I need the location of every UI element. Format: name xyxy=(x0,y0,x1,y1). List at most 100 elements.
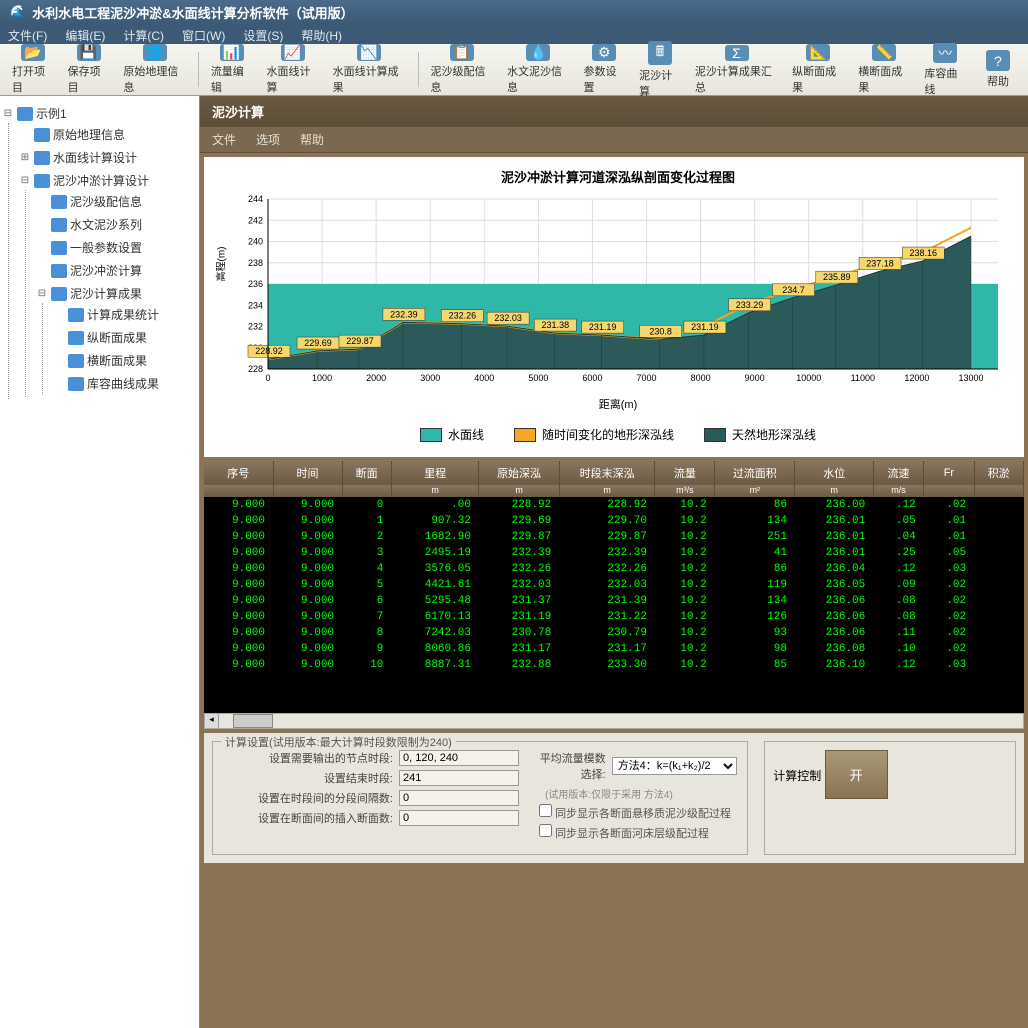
svg-text:232.39: 232.39 xyxy=(390,309,418,319)
folder-icon xyxy=(34,128,50,142)
col-header[interactable]: 时间 xyxy=(273,461,342,485)
avg-method-label: 平均流量模数选择: xyxy=(539,750,606,782)
end-period-label: 设置结束时段: xyxy=(223,770,393,786)
toolbar-水面线计算成果[interactable]: 📉水面线计算成果 xyxy=(327,48,412,91)
table-row[interactable]: 9.0009.00032495.19232.39232.3910.241236.… xyxy=(204,545,1024,561)
project-tree[interactable]: ⊟示例1 原始地理信息 ⊞水面线计算设计 ⊟泥沙冲淤计算设计泥沙级配信息水文泥沙系列一… xyxy=(0,96,200,1028)
水文泥沙信息-icon: 💧 xyxy=(526,44,550,61)
tree-item-一般参数设置[interactable]: 一般参数设置 xyxy=(36,238,197,257)
insert-sections-input[interactable] xyxy=(399,810,519,826)
库容曲线-icon: 〰 xyxy=(933,43,957,63)
table-row[interactable]: 9.0009.00021682.90229.87229.8710.2251236… xyxy=(204,529,1024,545)
toolbar-帮助[interactable]: ?帮助 xyxy=(974,48,1022,91)
tree-item-计算成果统计[interactable]: 计算成果统计 xyxy=(53,305,197,324)
col-header[interactable]: 水位 xyxy=(795,461,873,485)
tree-item-泥沙计算成果[interactable]: ⊟泥沙计算成果 xyxy=(36,284,197,303)
tree-item-水文泥沙系列[interactable]: 水文泥沙系列 xyxy=(36,215,197,234)
table-row[interactable]: 9.0009.00098060.86231.17231.1710.298236.… xyxy=(204,641,1024,657)
submenu-help[interactable]: 帮助 xyxy=(300,131,324,148)
tree-item-横断面成果[interactable]: 横断面成果 xyxy=(53,351,197,370)
tree-item-纵断面成果[interactable]: 纵断面成果 xyxy=(53,328,197,347)
submenu-options[interactable]: 选项 xyxy=(256,131,280,148)
horizontal-scrollbar[interactable]: ◂ xyxy=(204,713,1024,729)
menu-edit[interactable]: 编辑(E) xyxy=(65,27,105,41)
svg-text:231.19: 231.19 xyxy=(589,322,617,332)
col-header[interactable]: 序号 xyxy=(204,461,273,485)
水面线计算-icon: 📈 xyxy=(281,44,305,61)
col-header[interactable]: 流量 xyxy=(655,461,715,485)
menu-settings[interactable]: 设置(S) xyxy=(243,27,283,41)
svg-text:232.03: 232.03 xyxy=(494,313,522,323)
toolbar-泥沙计算[interactable]: 🖩泥沙计算 xyxy=(633,48,687,91)
sync-bed-checkbox[interactable] xyxy=(539,824,552,837)
legend-item: 随时间变化的地形深泓线 xyxy=(514,426,674,443)
toolbar-原始地理信息[interactable]: 🌐原始地理信息 xyxy=(117,48,192,91)
tree-item-库容曲线成果[interactable]: 库容曲线成果 xyxy=(53,374,197,393)
scroll-left-arrow[interactable]: ◂ xyxy=(205,714,219,728)
toolbar-打开项目[interactable]: 📂打开项目 xyxy=(6,48,60,91)
panel-title: 泥沙计算 xyxy=(200,96,1028,127)
expand-icon[interactable]: ⊟ xyxy=(2,108,14,119)
col-header[interactable]: 里程 xyxy=(391,461,479,485)
sync-suspended-checkbox[interactable] xyxy=(539,804,552,817)
content-area: 泥沙计算 文件 选项 帮助 泥沙冲淤计算河道深泓纵剖面变化过程图 高程(m) 2… xyxy=(200,96,1028,1028)
table-row[interactable]: 9.0009.000108887.31232.88233.3010.285236… xyxy=(204,657,1024,673)
scroll-thumb[interactable] xyxy=(233,714,273,728)
expand-icon[interactable]: ⊞ xyxy=(19,152,31,163)
toolbar-泥沙级配信息[interactable]: 📋泥沙级配信息 xyxy=(424,48,499,91)
col-header[interactable]: 积淤 xyxy=(974,461,1023,485)
svg-text:231.38: 231.38 xyxy=(542,320,570,330)
calc-control-group: 计算控制 开 xyxy=(764,741,1016,855)
menu-calc[interactable]: 计算(C) xyxy=(123,27,164,41)
interval-input[interactable] xyxy=(399,790,519,806)
submenu-file[interactable]: 文件 xyxy=(212,131,236,148)
toolbar-水文泥沙信息[interactable]: 💧水文泥沙信息 xyxy=(501,48,576,91)
menu-help[interactable]: 帮助(H) xyxy=(301,27,342,41)
menu-file[interactable]: 文件(F) xyxy=(8,27,47,41)
tree-item-水面线计算设计[interactable]: ⊞水面线计算设计 xyxy=(19,148,197,167)
output-nodes-input[interactable] xyxy=(399,750,519,766)
menu-window[interactable]: 窗口(W) xyxy=(182,27,225,41)
table-row[interactable]: 9.0009.00076170.13231.19231.2210.2126236… xyxy=(204,609,1024,625)
toolbar-横断面成果[interactable]: 📏横断面成果 xyxy=(852,48,916,91)
toolbar-泥沙计算成果汇总[interactable]: Σ泥沙计算成果汇总 xyxy=(689,48,784,91)
end-period-input[interactable] xyxy=(399,770,519,786)
expand-icon[interactable]: ⊟ xyxy=(19,175,31,186)
col-header[interactable]: 原始深泓 xyxy=(479,461,559,485)
toolbar-保存项目[interactable]: 💾保存项目 xyxy=(62,48,116,91)
folder-icon xyxy=(68,308,84,322)
col-header[interactable]: Fr xyxy=(924,461,974,485)
svg-text:228.92: 228.92 xyxy=(255,346,283,356)
expand-icon[interactable]: ⊟ xyxy=(36,288,48,299)
table-row[interactable]: 9.0009.00065295.48231.37231.3910.2134236… xyxy=(204,593,1024,609)
avg-method-select[interactable]: 方法4：k=(k₁+k₂)/2 xyxy=(612,757,738,775)
col-header[interactable]: 断面 xyxy=(342,461,391,485)
tree-item-原始地理信息[interactable]: 原始地理信息 xyxy=(19,125,197,144)
toolbar-纵断面成果[interactable]: 📐纵断面成果 xyxy=(786,48,850,91)
col-header[interactable]: 流速 xyxy=(873,461,923,485)
svg-text:235.89: 235.89 xyxy=(823,272,851,282)
start-calc-button[interactable]: 开 xyxy=(825,750,888,799)
toolbar-库容曲线[interactable]: 〰库容曲线 xyxy=(918,48,972,91)
table-row[interactable]: 9.0009.00054421.61232.03232.0310.2119236… xyxy=(204,577,1024,593)
table-row[interactable]: 9.0009.0000.00228.92228.9210.286236.00.1… xyxy=(204,497,1024,513)
tree-item-泥沙冲淤计算[interactable]: 泥沙冲淤计算 xyxy=(36,261,197,280)
tree-item-泥沙冲淤计算设计[interactable]: ⊟泥沙冲淤计算设计 xyxy=(19,171,197,190)
results-table-wrap[interactable]: 序号时间断面里程原始深泓时段末深泓流量过流面积水位流速Fr积淤mmmm³/sm²… xyxy=(204,461,1024,713)
tree-item-泥沙级配信息[interactable]: 泥沙级配信息 xyxy=(36,192,197,211)
chart-canvas: 2282302322342362382402422440100020003000… xyxy=(222,194,1014,394)
toolbar-流量编辑[interactable]: 📊流量编辑 xyxy=(205,48,259,91)
svg-text:232: 232 xyxy=(248,322,263,332)
toolbar-水面线计算[interactable]: 📈水面线计算 xyxy=(260,48,324,91)
title-bar: 🌊 水利水电工程泥沙冲淤&水面线计算分析软件（试用版） xyxy=(0,0,1028,24)
tree-item-示例1[interactable]: ⊟示例1 xyxy=(2,104,197,123)
svg-text:10000: 10000 xyxy=(796,373,821,383)
打开项目-icon: 📂 xyxy=(21,44,45,61)
table-row[interactable]: 9.0009.00087242.03230.78230.7910.293236.… xyxy=(204,625,1024,641)
table-row[interactable]: 9.0009.00043576.05232.26232.2610.286236.… xyxy=(204,561,1024,577)
table-row[interactable]: 9.0009.0001907.32229.69229.7010.2134236.… xyxy=(204,513,1024,529)
col-header[interactable]: 时段末深泓 xyxy=(559,461,655,485)
col-header[interactable]: 过流面积 xyxy=(715,461,795,485)
toolbar-参数设置[interactable]: ⚙参数设置 xyxy=(577,48,631,91)
legend-swatch xyxy=(420,428,442,442)
